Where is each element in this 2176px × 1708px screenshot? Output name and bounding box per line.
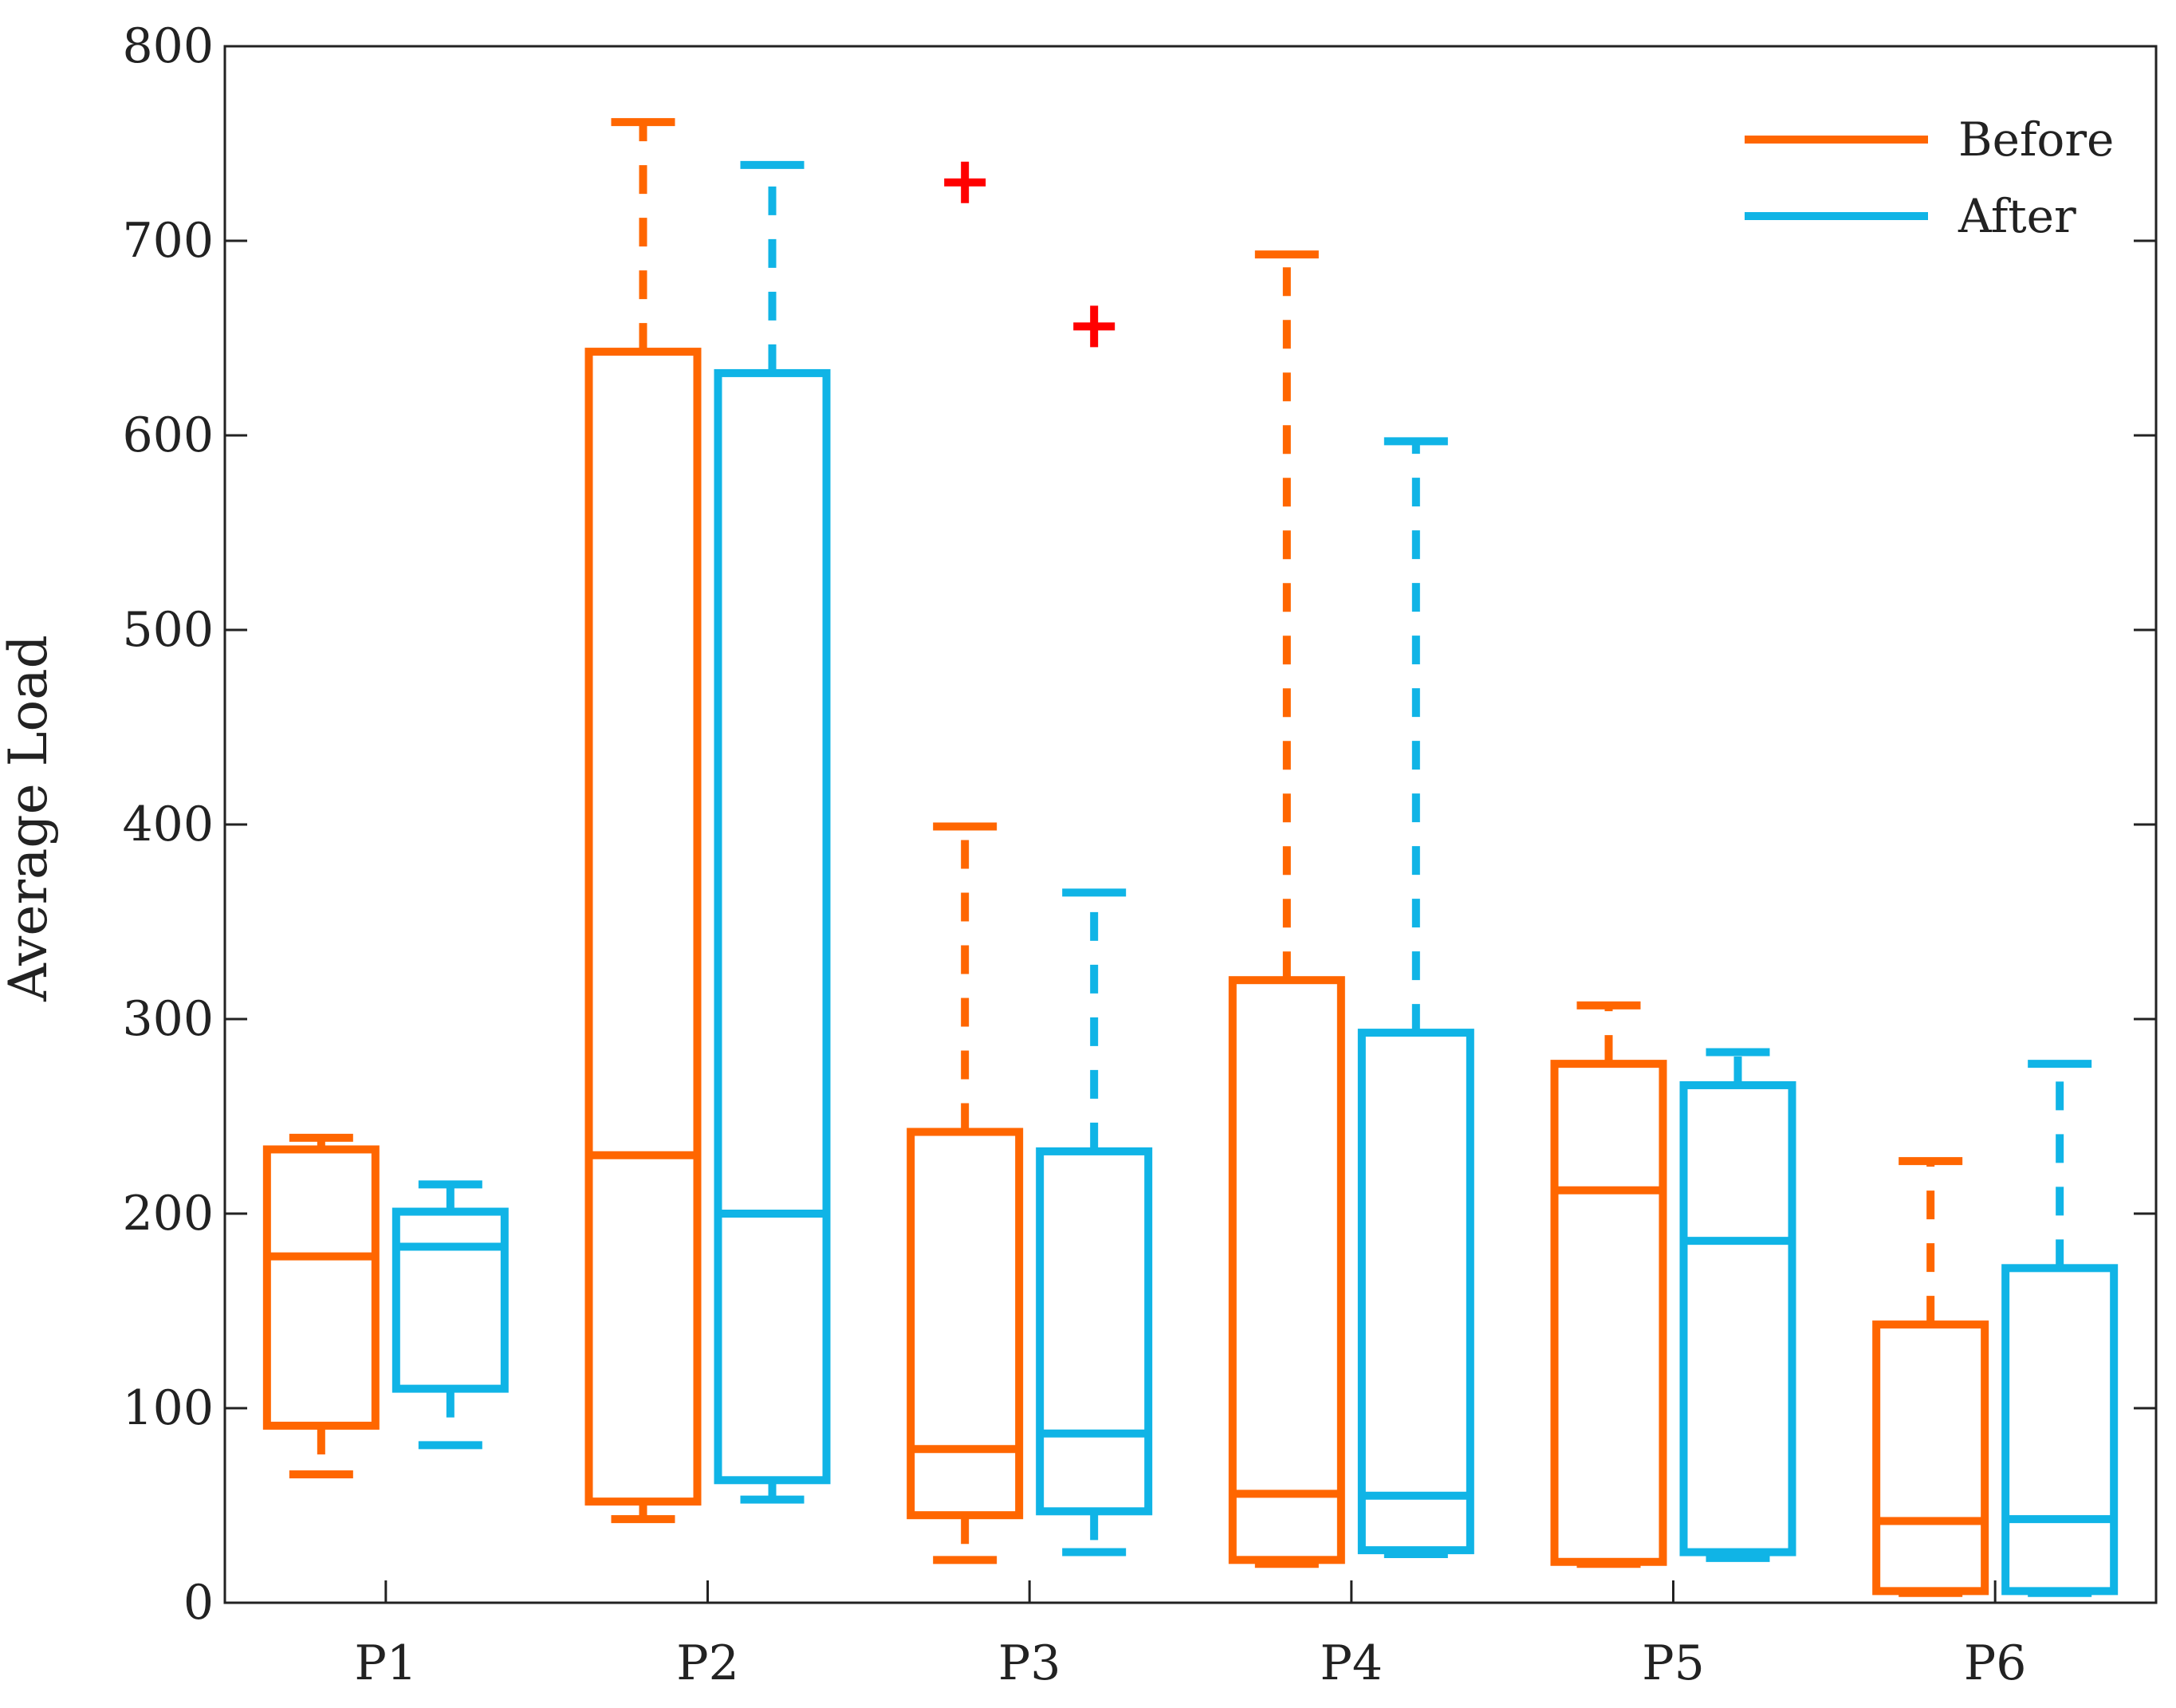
y-tick-label: 700 (122, 213, 214, 269)
legend-label-before: Before (1958, 112, 2114, 167)
legend-label-after: After (1958, 189, 2076, 243)
y-tick-label: 600 (122, 407, 214, 463)
y-tick-label: 300 (122, 991, 214, 1047)
y-tick-label: 800 (122, 18, 214, 74)
y-axis: 0 100 200 300 400 500 600 700 800 (122, 18, 2156, 1631)
y-axis-title: Average Load (0, 635, 59, 1002)
iqr-box (907, 1128, 1024, 1520)
x-tick-label: P2 (676, 1635, 739, 1691)
box-after-p5 (1679, 1048, 1796, 1562)
x-tick-label: P1 (355, 1635, 418, 1691)
y-tick-label: 500 (122, 602, 214, 658)
x-axis: P1 P2 P3 P4 P5 P6 (355, 1580, 2027, 1691)
legend: Before After (1745, 112, 2114, 243)
x-tick-label: P4 (1320, 1635, 1383, 1691)
iqr-box (1228, 976, 1345, 1564)
iqr-box (262, 1145, 380, 1430)
box-before-p6 (1872, 1157, 1989, 1597)
box-before-p5 (1550, 1001, 1667, 1568)
box-before-p2 (584, 118, 702, 1524)
box-after-p6 (2001, 1060, 2119, 1597)
outlier-markers (944, 161, 1116, 348)
x-tick-label: P3 (998, 1635, 1061, 1691)
x-tick-label: P6 (1964, 1635, 2027, 1691)
axes-frame (223, 45, 2158, 1604)
y-tick-label: 0 (183, 1575, 214, 1631)
box-groups (262, 118, 2119, 1597)
y-tick-label: 400 (122, 797, 214, 852)
box-after-p3 (1036, 888, 1153, 1556)
iqr-box (714, 368, 831, 1485)
iqr-box (1357, 1029, 1474, 1555)
y-tick-label: 200 (122, 1186, 214, 1242)
iqr-box (1679, 1080, 1796, 1556)
box-before-p1 (262, 1133, 380, 1478)
outlier-marker (1073, 305, 1116, 348)
box-after-p1 (392, 1180, 509, 1450)
iqr-box (584, 348, 702, 1506)
x-tick-label: P5 (1642, 1635, 1705, 1691)
box-after-p4 (1357, 437, 1474, 1558)
plot-frame (223, 45, 2158, 1604)
iqr-box (1550, 1060, 1667, 1566)
box-after-p2 (714, 160, 831, 1504)
iqr-box (2001, 1264, 2119, 1596)
box-before-p4 (1228, 250, 1345, 1568)
iqr-box (1872, 1320, 1989, 1596)
box-before-p3 (907, 822, 1024, 1564)
y-tick-label: 100 (122, 1380, 214, 1436)
iqr-box (392, 1207, 509, 1393)
iqr-box (1036, 1147, 1153, 1516)
outlier-marker (944, 161, 986, 203)
